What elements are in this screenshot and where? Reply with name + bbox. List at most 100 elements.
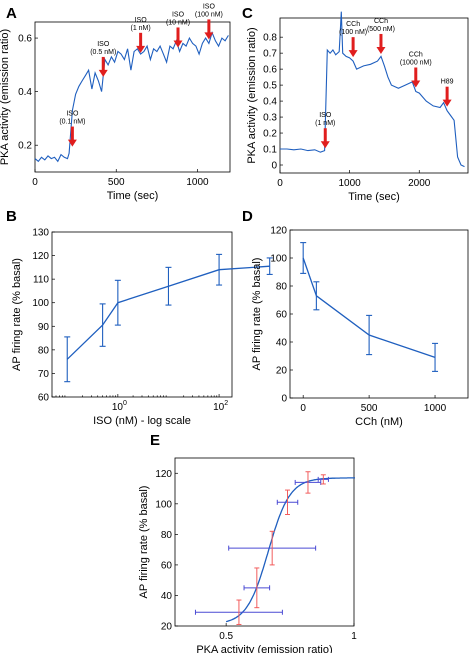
x-tick-label-b: 102 — [213, 400, 228, 413]
y-tick-label-b: 120 — [32, 251, 49, 262]
stim-arrow-head-a — [204, 32, 214, 40]
x-tick-label-a: 0 — [32, 177, 38, 188]
panel-letter-d: D — [242, 208, 253, 225]
y-tick-label-a: 0.4 — [18, 87, 32, 98]
y-tick-label-c: 0.5 — [263, 81, 277, 92]
x-tick-exponent-b: 2 — [224, 400, 228, 407]
stim-arrow-head-a — [67, 139, 77, 147]
plot-frame-a — [34, 21, 231, 173]
stim-label-a: ISO — [97, 41, 110, 48]
y-axis-label-a: PKA activity (emission ratio) — [0, 29, 11, 165]
x-axis-label-c: Time (sec) — [348, 191, 400, 203]
y-tick-label-c: 0.7 — [263, 49, 277, 60]
stim-label-a: ISO — [66, 111, 79, 118]
y-tick-label-c: 0.3 — [263, 113, 277, 124]
y-tick-label-c: 0.1 — [263, 145, 277, 156]
stim-label-a: ISO — [135, 17, 148, 24]
x-tick-exponent-b: 0 — [123, 400, 127, 407]
y-tick-label-b: 70 — [38, 369, 50, 380]
x-tick-label-c: 1000 — [339, 178, 362, 189]
stim-label-c: CCh — [409, 52, 423, 59]
plot-frame-c — [279, 17, 469, 174]
stim-label-c: (1 nM) — [315, 120, 335, 127]
x-axis-label-d: CCh (nM) — [355, 416, 403, 428]
stim-arrow-head-a — [173, 40, 183, 48]
x-tick-label-e: 0.5 — [219, 631, 233, 642]
y-tick-label-e: 80 — [161, 530, 173, 541]
y-tick-label-c: 0.2 — [263, 129, 277, 140]
y-tick-label-d: 100 — [270, 254, 287, 265]
x-axis-label-e: PKA activity (emission ratio) — [196, 644, 332, 653]
panel-letter-a: A — [6, 5, 17, 22]
x-tick-label-a: 500 — [108, 177, 125, 188]
y-tick-label-e: 120 — [155, 469, 172, 480]
x-tick-label-b: 100 — [112, 400, 127, 413]
plot-frame-b — [51, 231, 233, 398]
sigmoid-fit-line — [225, 477, 355, 623]
series-line-c — [280, 11, 465, 168]
y-tick-label-b: 90 — [38, 322, 50, 333]
panel-letter-c: C — [242, 5, 253, 22]
panel-a-chart: 0 500 1000 0.2 0.4 0.6 Time (sec) PKA activity … — [0, 3, 231, 202]
plot-frame-e — [174, 457, 355, 627]
y-tick-label-b: 100 — [32, 298, 49, 309]
stim-label-a: (100 nM) — [195, 11, 223, 18]
stim-label-c: (100 nM) — [339, 29, 367, 36]
x-tick-label-c: 0 — [277, 178, 283, 189]
panel-letter-e: E — [150, 432, 160, 449]
y-tick-label-c: 0 — [271, 161, 277, 172]
stim-label-a: ISO — [172, 11, 185, 18]
y-tick-label-e: 40 — [161, 591, 173, 602]
stim-arrow-head-a — [136, 45, 146, 53]
y-tick-label-a: 0.2 — [18, 141, 32, 152]
x-tick-label-d: 1000 — [424, 403, 447, 414]
series-line-d — [302, 257, 436, 359]
stim-arrow-head-c — [320, 141, 330, 149]
y-tick-label-d: 20 — [276, 366, 288, 377]
y-tick-label-d: 0 — [281, 394, 287, 405]
plot-frame-d — [289, 229, 469, 399]
y-tick-label-b: 130 — [32, 228, 49, 239]
stim-label-c: ISO — [319, 112, 332, 119]
stim-label-c: CCh — [346, 21, 360, 28]
stim-label-c: H89 — [441, 79, 454, 86]
y-tick-label-d: 80 — [276, 282, 288, 293]
stim-arrow-head-c — [442, 99, 452, 107]
x-tick-label-a: 1000 — [186, 177, 209, 188]
x-tick-label-d: 500 — [361, 403, 378, 414]
x-tick-label-d: 0 — [300, 403, 306, 414]
y-axis-label-b: AP firing rate (% basal) — [11, 258, 23, 371]
series-line-b — [66, 265, 270, 360]
panel-c-chart: 0 1000 2000 0 0.1 0.2 0.3 0.4 0.5 0.6 0.7 0.8 Time (… — [246, 11, 469, 203]
y-tick-label-c: 0.8 — [263, 33, 277, 44]
x-tick-label-e: 1 — [351, 631, 357, 642]
stim-label-c: CCh — [374, 18, 388, 25]
y-tick-label-b: 110 — [33, 275, 49, 286]
panel-letter-b: B — [6, 208, 17, 225]
y-tick-label-c: 0.4 — [263, 97, 277, 108]
y-tick-label-c: 0.6 — [263, 65, 277, 76]
y-axis-label-e: AP firing rate (% basal) — [138, 486, 150, 599]
stim-label-a: (1 nM) — [131, 25, 151, 32]
y-axis-label-c: PKA activity (emission ratio) — [246, 27, 258, 163]
stim-label-c: (1000 nM) — [400, 60, 432, 67]
stim-arrow-head-a — [98, 69, 108, 77]
panel-d-chart: 0 500 1000 0 20 40 60 80 100 120 CCh (nM) AP firing… — [251, 226, 469, 428]
y-tick-label-a: 0.6 — [18, 34, 32, 45]
stim-arrow-head-c — [376, 46, 386, 54]
stim-arrow-head-c — [348, 50, 358, 58]
stim-label-a: (0.5 nM) — [90, 49, 116, 56]
x-axis-label-b: ISO (nM) - log scale — [93, 415, 191, 427]
y-tick-label-d: 120 — [270, 226, 287, 237]
x-axis-label-a: Time (sec) — [107, 190, 159, 202]
y-tick-label-e: 20 — [161, 622, 173, 633]
panel-b-chart: 100 102 60 70 80 90 100 110 120 130 ISO (nM) - log… — [11, 228, 273, 427]
y-tick-label-e: 60 — [161, 560, 173, 571]
series-line-a — [34, 31, 229, 163]
y-tick-label-d: 60 — [276, 310, 288, 321]
stim-label-c: (500 nM) — [367, 26, 395, 33]
y-tick-label-d: 40 — [276, 338, 288, 349]
stim-label-a: (0.1 nM) — [59, 119, 85, 126]
